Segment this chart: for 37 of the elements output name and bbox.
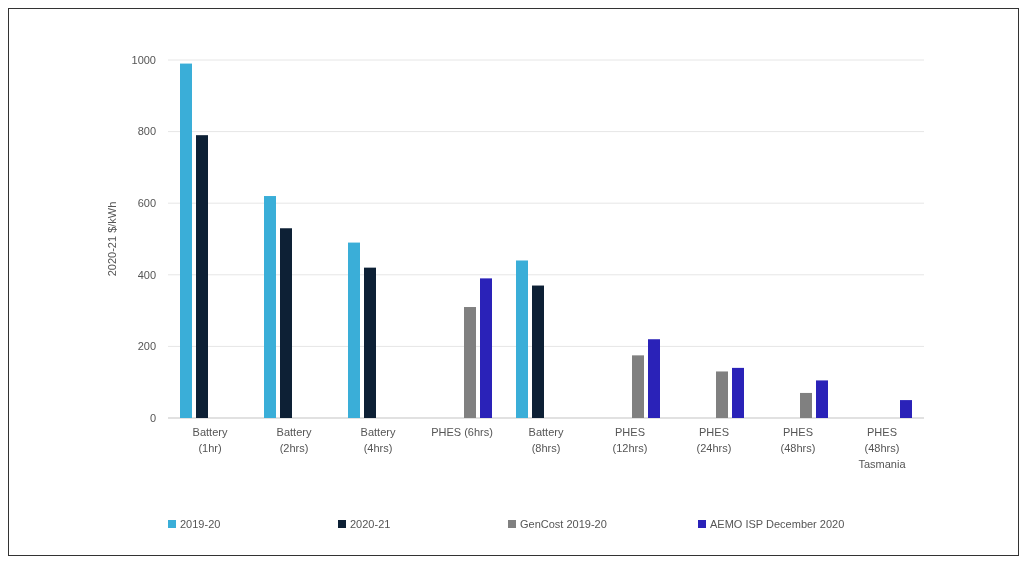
x-tick-label: PHES (6hrs) xyxy=(431,426,493,438)
bar xyxy=(364,267,376,418)
bar xyxy=(348,242,360,418)
x-tick-label: PHES (48hrs) Tasmania xyxy=(858,426,907,470)
legend-label: AEMO ISP December 2020 xyxy=(710,518,845,530)
legend-label: 2020-21 xyxy=(350,518,391,530)
bar xyxy=(632,355,644,418)
bar xyxy=(716,371,728,418)
bar xyxy=(732,367,744,418)
y-tick-label: 800 xyxy=(137,125,156,138)
x-tick-label: Battery (2hrs) xyxy=(276,426,312,454)
bar xyxy=(464,307,476,418)
y-tick-label: 400 xyxy=(137,268,156,281)
bar xyxy=(516,260,528,418)
legend-label: GenCost 2019-20 xyxy=(520,518,607,530)
bar xyxy=(532,285,544,418)
x-tick-label: Battery (8hrs) xyxy=(528,426,564,454)
x-tick-label: PHES (24hrs) xyxy=(696,426,732,454)
x-tick-label: Battery (1hr) xyxy=(192,426,228,454)
y-tick-label: 600 xyxy=(137,197,156,210)
y-axis-title: 2020-21 $/kWh xyxy=(106,201,118,277)
bar xyxy=(648,339,660,418)
legend-label: 2019-20 xyxy=(180,518,221,530)
x-tick-label: PHES (48hrs) xyxy=(780,426,816,454)
bar xyxy=(800,392,812,418)
x-tick-label: PHES (12hrs) xyxy=(612,426,648,454)
bar xyxy=(280,228,292,418)
y-tick-label: 0 xyxy=(149,411,156,424)
x-tick-label: Battery (4hrs) xyxy=(360,426,396,454)
bar xyxy=(196,135,208,418)
bar xyxy=(480,278,492,418)
bar xyxy=(264,196,276,418)
bar xyxy=(816,380,828,418)
y-tick-label: 200 xyxy=(137,340,156,353)
bar xyxy=(900,400,912,418)
y-tick-label: 1000 xyxy=(131,53,156,66)
bar xyxy=(180,63,192,418)
